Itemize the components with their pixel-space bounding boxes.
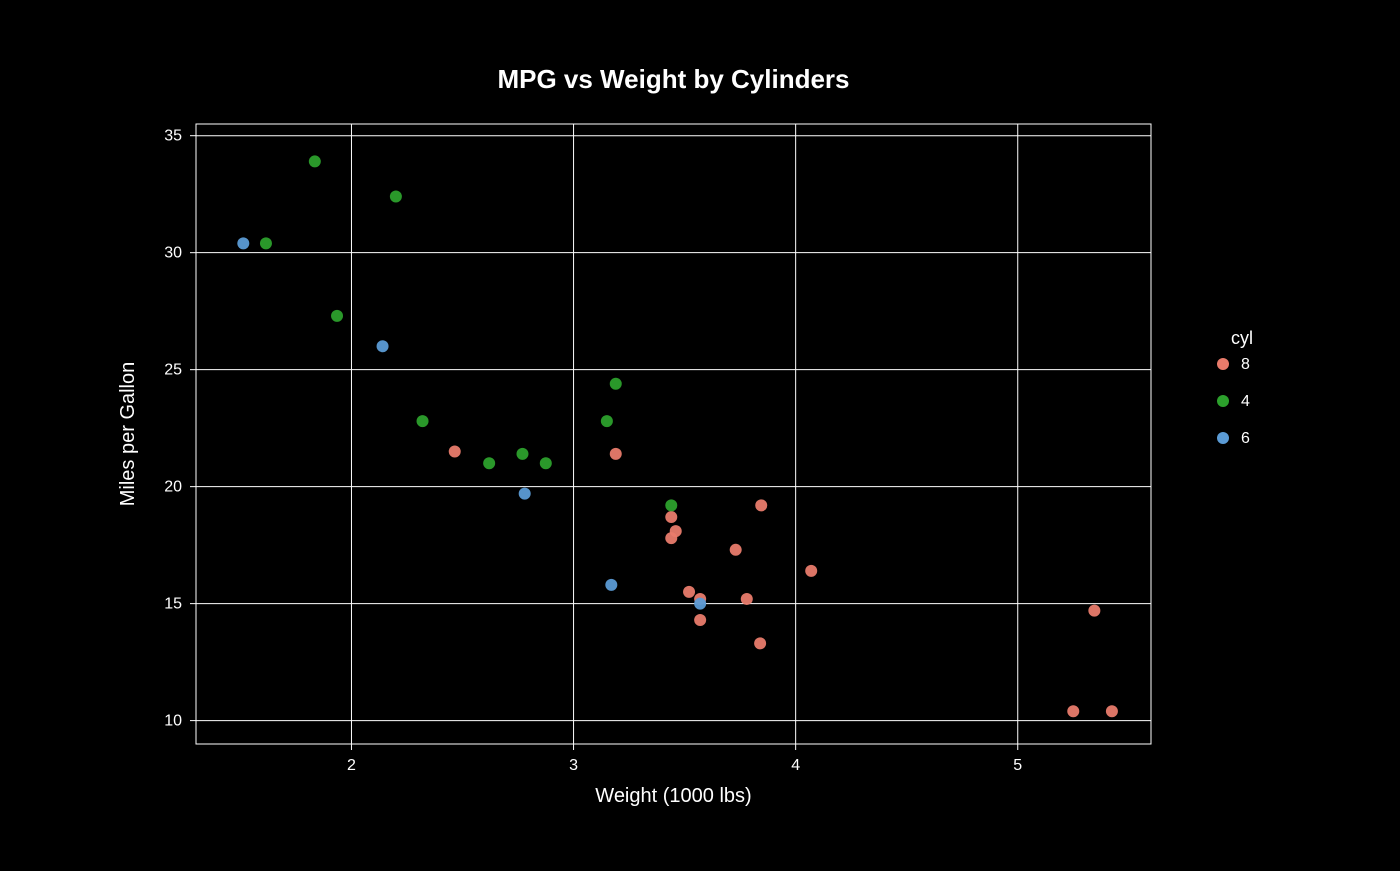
legend-label: 4 xyxy=(1241,393,1250,410)
scatter-chart: 2 3 4 5 10 15 20 25 30 35 MPG vs Weight by Cylinde… xyxy=(0,0,1400,866)
data-point xyxy=(449,446,461,458)
y-tick-label: 30 xyxy=(164,245,182,262)
data-point xyxy=(1106,705,1118,717)
y-tick-label: 25 xyxy=(164,362,182,379)
data-point xyxy=(610,378,622,390)
plot-border xyxy=(196,124,1151,744)
data-point xyxy=(1088,605,1100,617)
legend-label: 6 xyxy=(1241,430,1250,447)
data-point xyxy=(755,499,767,511)
y-tick-label: 20 xyxy=(164,479,182,496)
data-point xyxy=(309,155,321,167)
x-axis-label: Weight (1000 lbs) xyxy=(595,785,751,807)
data-point xyxy=(694,614,706,626)
data-point xyxy=(483,457,495,469)
x-tick-label: 5 xyxy=(1013,757,1022,774)
data-point xyxy=(519,488,531,500)
data-point xyxy=(730,544,742,556)
chart-container: 2 3 4 5 10 15 20 25 30 35 MPG vs Weight by Cylinde… xyxy=(0,0,1400,866)
y-axis-label: Miles per Gallon xyxy=(117,362,139,507)
legend-label: 8 xyxy=(1241,356,1250,373)
y-tick-label: 15 xyxy=(164,596,182,613)
data-point xyxy=(665,499,677,511)
data-point xyxy=(741,593,753,605)
data-point xyxy=(601,415,613,427)
legend-swatch xyxy=(1217,432,1229,444)
chart-title: MPG vs Weight by Cylinders xyxy=(497,64,849,94)
data-point xyxy=(605,579,617,591)
x-tick-label: 4 xyxy=(791,757,800,774)
y-tick-label: 35 xyxy=(164,128,182,145)
legend-swatch xyxy=(1217,395,1229,407)
x-tick-label: 3 xyxy=(569,757,578,774)
legend-title: cyl xyxy=(1231,328,1253,348)
x-tick-label: 2 xyxy=(347,757,356,774)
data-point xyxy=(331,310,343,322)
data-point xyxy=(665,511,677,523)
data-point xyxy=(237,237,249,249)
y-tick-label: 10 xyxy=(164,713,182,730)
data-point xyxy=(610,448,622,460)
data-point xyxy=(417,415,429,427)
legend-swatch xyxy=(1217,358,1229,370)
data-point xyxy=(540,457,552,469)
data-point xyxy=(754,637,766,649)
data-point xyxy=(683,586,695,598)
data-point xyxy=(390,191,402,203)
data-point xyxy=(516,448,528,460)
data-point xyxy=(377,340,389,352)
data-point xyxy=(665,532,677,544)
data-point xyxy=(805,565,817,577)
data-point xyxy=(260,237,272,249)
data-point xyxy=(694,598,706,610)
data-point xyxy=(1067,705,1079,717)
